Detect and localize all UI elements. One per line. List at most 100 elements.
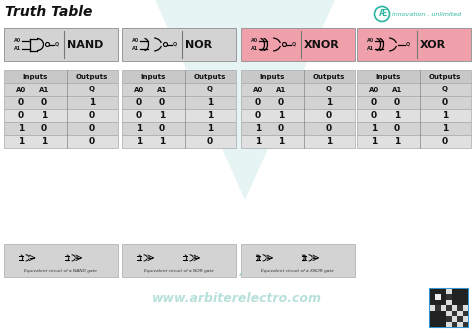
- Bar: [457, 322, 463, 327]
- Bar: [436, 305, 441, 311]
- Bar: [452, 289, 457, 295]
- Bar: [122, 244, 236, 277]
- Text: 1: 1: [278, 111, 284, 120]
- Text: 1: 1: [18, 137, 24, 146]
- Text: 1: 1: [41, 137, 47, 146]
- Bar: [441, 322, 447, 327]
- Text: Equivalent circuit of a NAND gate: Equivalent circuit of a NAND gate: [25, 269, 98, 273]
- Text: 1: 1: [18, 124, 24, 133]
- Bar: [447, 295, 452, 300]
- Bar: [241, 70, 355, 83]
- Bar: [4, 28, 118, 61]
- Bar: [357, 70, 471, 83]
- Bar: [457, 300, 463, 305]
- Bar: [357, 135, 471, 148]
- Bar: [241, 83, 355, 96]
- Bar: [357, 28, 471, 61]
- Bar: [441, 295, 447, 300]
- Circle shape: [194, 257, 196, 259]
- Text: 1: 1: [326, 137, 332, 146]
- Bar: [447, 305, 452, 311]
- Text: 0: 0: [278, 98, 284, 107]
- Text: Outputs: Outputs: [312, 73, 345, 79]
- Bar: [457, 289, 463, 295]
- Bar: [4, 109, 118, 122]
- Text: 0: 0: [41, 98, 47, 107]
- Circle shape: [76, 257, 78, 259]
- Bar: [447, 316, 452, 322]
- Text: 1: 1: [394, 137, 400, 146]
- Text: Outputs: Outputs: [75, 73, 108, 79]
- Bar: [430, 300, 436, 305]
- Bar: [463, 322, 468, 327]
- Text: 1: 1: [89, 98, 95, 107]
- Text: Outputs: Outputs: [428, 73, 461, 79]
- Text: www.arbiterelectro.com: www.arbiterelectro.com: [152, 292, 322, 305]
- Text: 0: 0: [207, 137, 213, 146]
- Bar: [463, 311, 468, 316]
- Text: Q: Q: [55, 42, 59, 47]
- Text: A1: A1: [251, 46, 258, 51]
- Text: Outputs: Outputs: [193, 73, 226, 79]
- Bar: [430, 295, 436, 300]
- Text: A0: A0: [16, 87, 26, 93]
- Text: 0: 0: [278, 124, 284, 133]
- Bar: [463, 305, 468, 311]
- Bar: [452, 316, 457, 322]
- Text: 1: 1: [394, 111, 400, 120]
- Text: A0: A0: [251, 38, 258, 43]
- Bar: [241, 96, 355, 109]
- Text: A0: A0: [14, 38, 21, 43]
- Bar: [357, 96, 471, 109]
- Bar: [241, 109, 355, 122]
- Bar: [122, 96, 236, 109]
- Bar: [241, 244, 355, 277]
- Text: Q: Q: [292, 42, 296, 47]
- Bar: [457, 316, 463, 322]
- Bar: [4, 70, 118, 83]
- Text: 0: 0: [394, 98, 400, 107]
- Text: 1: 1: [326, 98, 332, 107]
- Bar: [241, 135, 355, 148]
- Bar: [430, 316, 436, 322]
- Text: 1: 1: [207, 98, 213, 107]
- Text: 1: 1: [255, 124, 261, 133]
- Text: 1: 1: [136, 124, 142, 133]
- Text: A0: A0: [367, 38, 374, 43]
- Text: 1: 1: [136, 137, 142, 146]
- Bar: [463, 289, 468, 295]
- Bar: [241, 122, 355, 135]
- Bar: [447, 289, 452, 295]
- Bar: [447, 322, 452, 327]
- Text: Q: Q: [173, 42, 177, 47]
- Text: 0: 0: [41, 124, 47, 133]
- Text: Æ: Æ: [378, 9, 386, 18]
- Text: 1: 1: [371, 124, 377, 133]
- Text: Truth Table: Truth Table: [5, 5, 92, 19]
- Bar: [452, 300, 457, 305]
- Text: Inputs: Inputs: [375, 73, 401, 79]
- Bar: [357, 109, 471, 122]
- Text: 0: 0: [136, 98, 142, 107]
- Bar: [463, 300, 468, 305]
- Text: 0: 0: [89, 137, 95, 146]
- Text: 1: 1: [207, 124, 213, 133]
- Text: 1: 1: [371, 137, 377, 146]
- Text: 1: 1: [41, 111, 47, 120]
- Text: A0: A0: [369, 87, 379, 93]
- Text: 0: 0: [442, 98, 448, 107]
- Text: 0: 0: [371, 111, 377, 120]
- Bar: [122, 135, 236, 148]
- Circle shape: [283, 42, 286, 46]
- Text: 1: 1: [442, 124, 448, 133]
- Bar: [122, 28, 236, 61]
- Circle shape: [313, 257, 315, 259]
- Bar: [457, 295, 463, 300]
- Text: XOR: XOR: [420, 39, 446, 49]
- Bar: [122, 70, 236, 83]
- Text: 0: 0: [159, 98, 165, 107]
- Bar: [452, 322, 457, 327]
- Bar: [441, 316, 447, 322]
- Circle shape: [148, 257, 150, 259]
- Text: 1: 1: [207, 111, 213, 120]
